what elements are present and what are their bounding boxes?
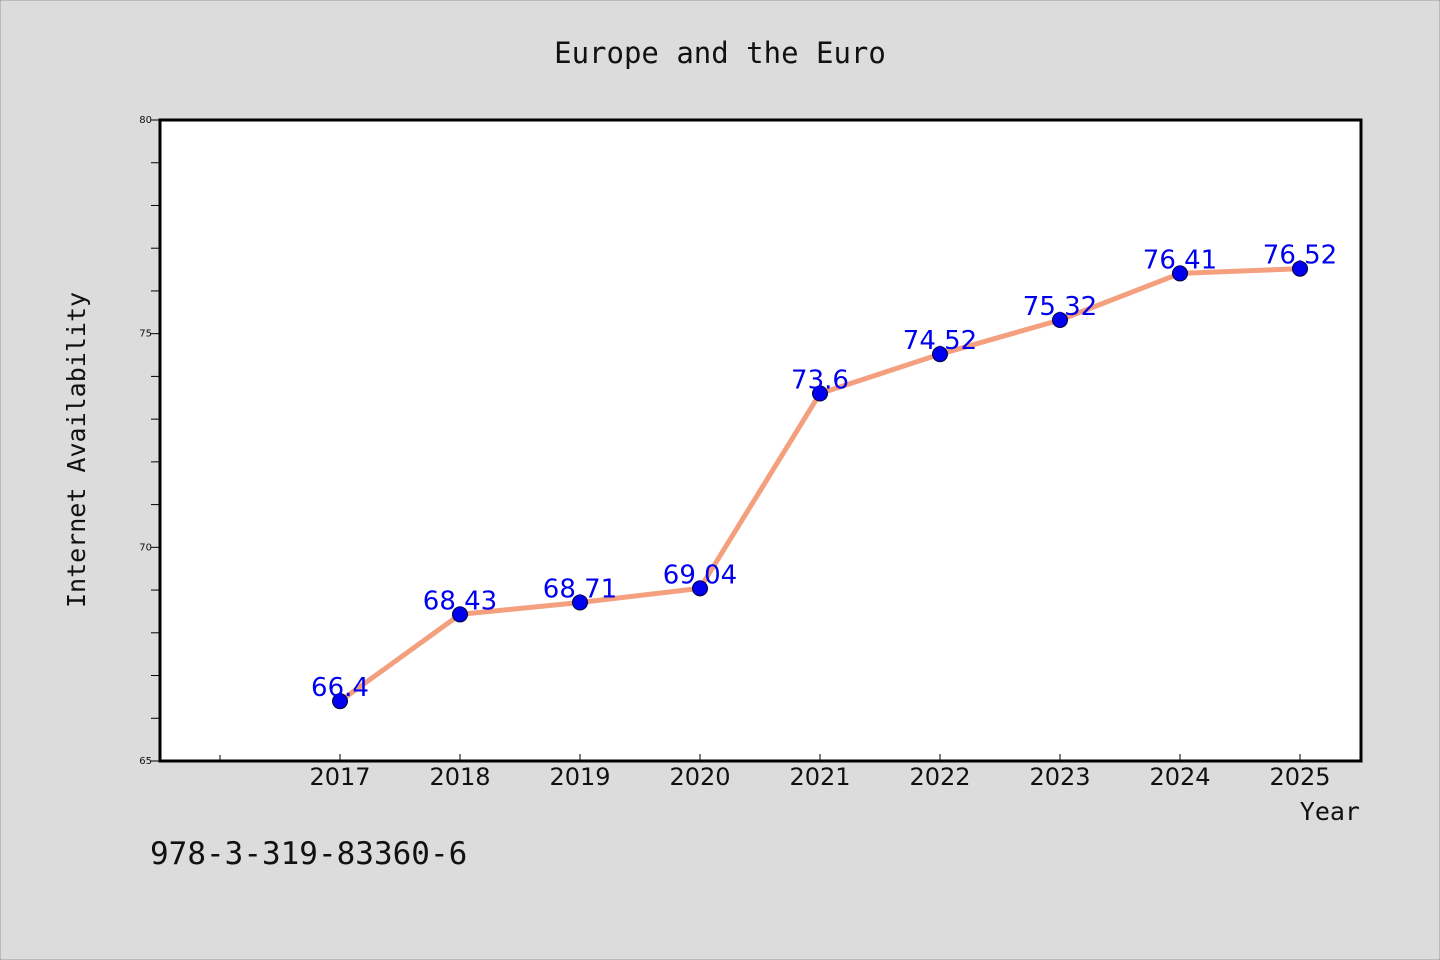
x-tick-label: 2019 <box>549 763 610 791</box>
x-tick-label: 2018 <box>429 763 490 791</box>
data-point <box>332 693 348 710</box>
x-tick-label: 2024 <box>1149 763 1210 791</box>
data-point <box>1172 265 1188 282</box>
data-point <box>1292 260 1308 277</box>
x-axis-label: Year <box>1300 797 1360 826</box>
data-label: 73.6 <box>791 365 849 395</box>
x-tick-label: 2021 <box>789 763 850 791</box>
x-tick-label: 2023 <box>1029 763 1090 791</box>
y-tick-label: 75 <box>139 329 152 340</box>
x-tick-label: 2020 <box>669 763 730 791</box>
chart-title: Europe and the Euro <box>554 36 886 70</box>
data-point <box>932 346 948 363</box>
y-axis-label: Internet Availability <box>62 292 91 608</box>
y-tick-label: 80 <box>139 115 152 126</box>
plot-frame <box>158 118 1363 763</box>
x-tick-label: 2025 <box>1269 763 1330 791</box>
y-tick-label: 65 <box>139 756 152 767</box>
data-label: 69.04 <box>663 560 737 590</box>
data-label: 66.4 <box>311 673 369 703</box>
data-label: 76.41 <box>1143 245 1217 275</box>
data-label: 68.43 <box>423 586 497 616</box>
data-label: 76.52 <box>1263 241 1337 271</box>
x-tick-label: 2017 <box>309 763 370 791</box>
data-point <box>452 606 468 623</box>
data-point <box>572 594 588 611</box>
data-label: 68.71 <box>543 574 617 604</box>
data-labels: 66.4 68.43 68.71 69.04 73.6 74.52 75.32 76.41 76… <box>311 241 1337 703</box>
plot-area <box>160 120 1361 761</box>
data-point <box>1052 311 1068 328</box>
series-markers <box>332 260 1308 710</box>
data-label: 74.52 <box>903 326 977 356</box>
x-tick-label: 2022 <box>909 763 970 791</box>
isbn-text: 978-3-319-83360-6 <box>150 836 467 872</box>
data-point <box>812 385 828 402</box>
data-label: 75.32 <box>1023 292 1097 322</box>
x-axis: 2017 2018 2019 2020 2021 2022 2023 2024 2025 <box>219 754 1331 791</box>
data-point <box>692 580 708 597</box>
y-tick-label: 70 <box>139 542 152 553</box>
